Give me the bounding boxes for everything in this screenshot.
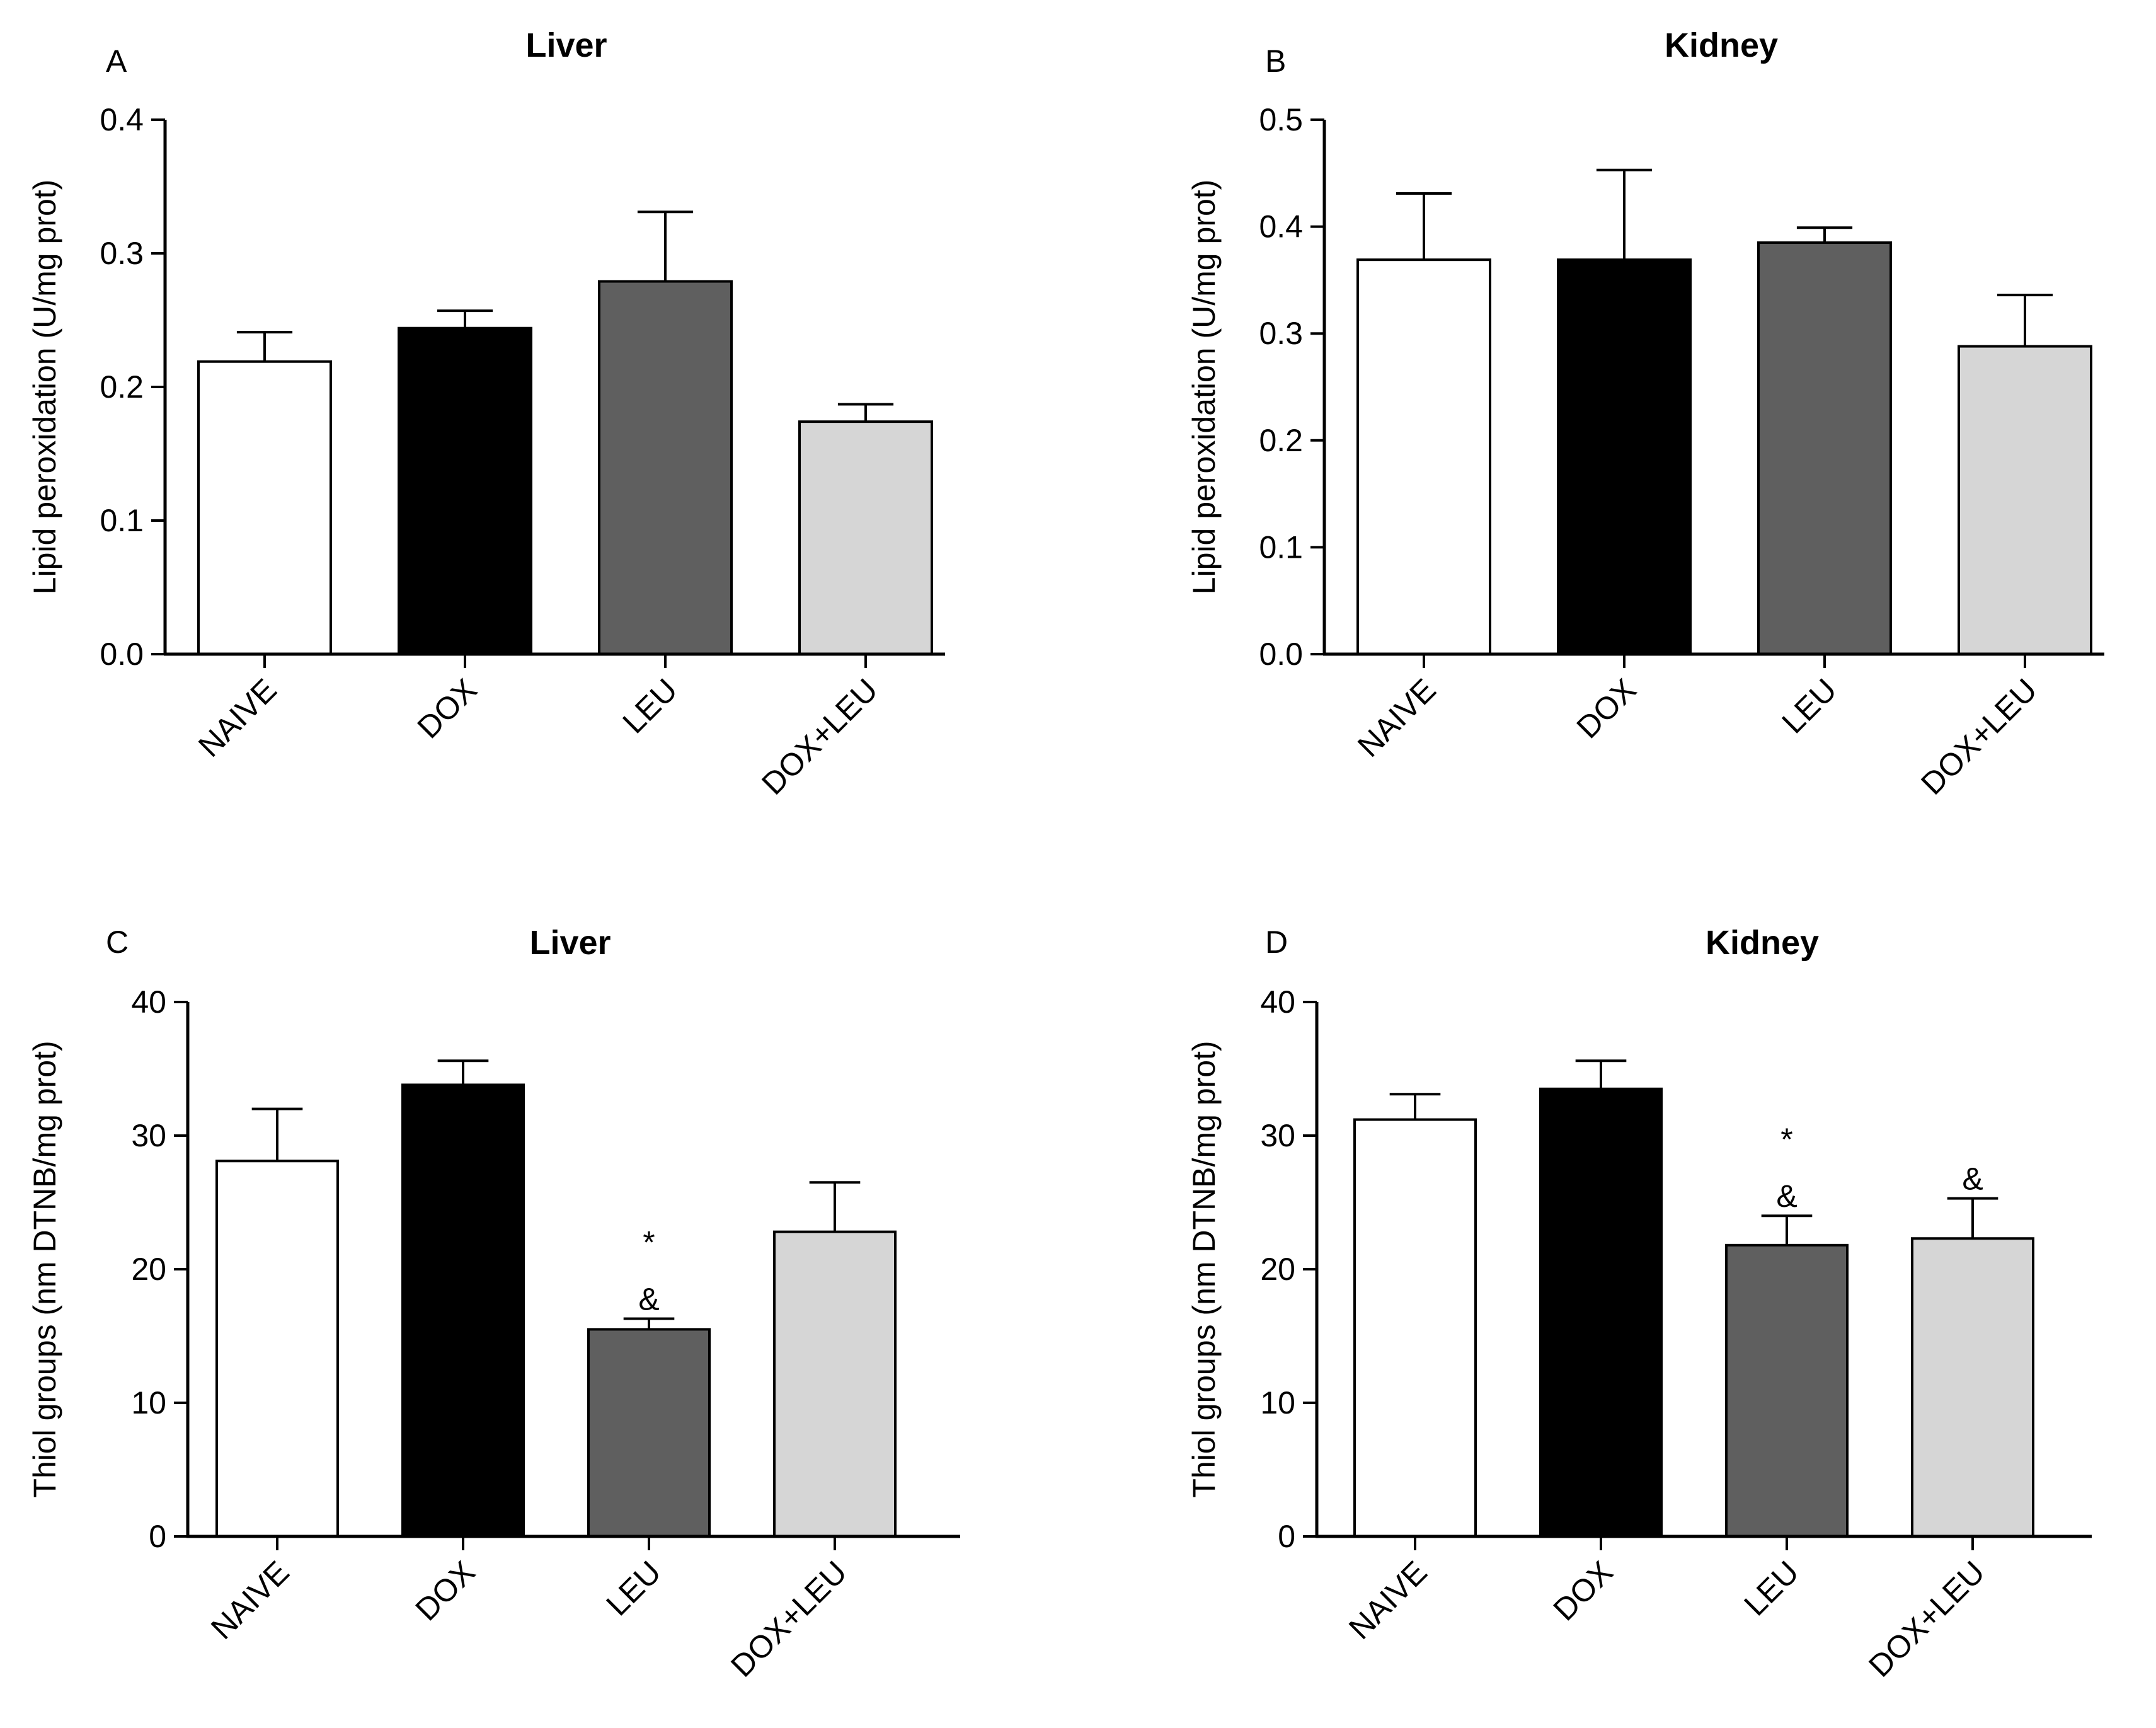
x-tick-label: DOX+LEU — [1862, 1554, 1992, 1684]
x-tick-label: DOX+LEU — [1914, 672, 2044, 802]
y-tick-label: 0.4 — [100, 102, 144, 137]
bar-naive — [215, 1160, 339, 1538]
y-tick-label: 0 — [149, 1519, 166, 1554]
chart-panel-c: C Liver Thiol groups (nm DTNB/mg prot) NAIV… — [27, 924, 960, 1684]
y-tick-label: 10 — [131, 1385, 166, 1420]
bar-leu — [1725, 1243, 1849, 1538]
bar-dox-leu — [1958, 345, 2092, 655]
y-axis-label: Thiol groups (nm DTNB/mg prot) — [1186, 1040, 1222, 1497]
significance-ampersand: & — [1962, 1161, 1983, 1197]
bar-naive — [1353, 1118, 1477, 1538]
bar-dox-leu — [798, 420, 933, 655]
significance-asterisk: * — [643, 1224, 655, 1260]
bar-dox-leu — [1911, 1237, 2034, 1538]
x-tick-label: LEU — [1737, 1554, 1805, 1622]
y-axis-label: Thiol groups (nm DTNB/mg prot) — [27, 1040, 62, 1497]
chart-panel-a: A Liver Lipid peroxidation (U/mg prot) NAIV… — [27, 26, 945, 802]
y-tick-label: 30 — [131, 1118, 166, 1153]
y-tick-label: 0.3 — [100, 236, 144, 271]
panel-letter: D — [1265, 924, 1288, 960]
chart-title: Kidney — [1665, 26, 1778, 64]
x-tick-label: DOX — [409, 1554, 482, 1627]
bar-naive — [197, 360, 332, 655]
x-tick-label: NAIVE — [1351, 672, 1443, 764]
x-tick-label: NAIVE — [204, 1554, 296, 1646]
significance-ampersand: & — [638, 1281, 659, 1316]
y-tick-label: 0 — [1278, 1519, 1295, 1554]
bar-dox — [1557, 258, 1692, 655]
bar-dox — [398, 326, 532, 655]
y-tick-label: 10 — [1260, 1385, 1295, 1420]
x-tick-label: DOX — [411, 672, 484, 745]
x-tick-label: NAIVE — [192, 672, 284, 764]
y-tick-label: 0.0 — [100, 636, 144, 672]
bar-leu — [1757, 241, 1892, 656]
panel-letter: C — [106, 924, 129, 960]
x-tick-label: DOX+LEU — [724, 1554, 854, 1684]
bar-dox — [1539, 1087, 1663, 1538]
y-tick-label: 0.5 — [1259, 102, 1303, 137]
chart-title: Liver — [525, 26, 607, 64]
chart-title: Kidney — [1706, 924, 1819, 962]
y-axis-label: Lipid peroxidation (U/mg prot) — [1186, 180, 1222, 595]
y-tick-label: 0.2 — [100, 369, 144, 405]
y-tick-label: 40 — [1260, 984, 1295, 1020]
chart-panel-b: B Kidney Lipid peroxidation (U/mg prot) NAI… — [1186, 26, 2104, 802]
y-tick-label: 40 — [131, 984, 166, 1020]
chart-panel-d: D Kidney Thiol groups (nm DTNB/mg prot) NAI… — [1186, 924, 2092, 1684]
y-tick-label: 20 — [131, 1252, 166, 1287]
x-tick-label: NAIVE — [1342, 1554, 1434, 1646]
x-tick-label: DOX — [1547, 1554, 1620, 1627]
y-tick-label: 30 — [1260, 1118, 1295, 1153]
x-tick-label: LEU — [616, 672, 684, 740]
x-tick-label: DOX+LEU — [755, 672, 885, 802]
y-tick-label: 0.1 — [100, 503, 144, 538]
bar-dox — [401, 1083, 525, 1538]
bar-dox-leu — [773, 1230, 897, 1538]
y-tick-label: 0.3 — [1259, 316, 1303, 351]
significance-ampersand: & — [1776, 1178, 1797, 1214]
x-tick-label: LEU — [1775, 672, 1843, 740]
x-tick-label: DOX — [1570, 672, 1643, 745]
y-tick-label: 0.2 — [1259, 423, 1303, 458]
bar-leu — [598, 280, 733, 655]
chart-title: Liver — [529, 924, 611, 962]
y-tick-label: 0.1 — [1259, 529, 1303, 565]
significance-asterisk: * — [1780, 1122, 1792, 1157]
y-tick-label: 0.4 — [1259, 209, 1303, 245]
panel-letter: B — [1265, 43, 1286, 79]
y-tick-label: 0.0 — [1259, 636, 1303, 672]
x-tick-label: LEU — [599, 1554, 667, 1622]
panel-letter: A — [106, 43, 127, 79]
y-axis-label: Lipid peroxidation (U/mg prot) — [27, 180, 62, 595]
y-tick-label: 20 — [1260, 1252, 1295, 1287]
bar-leu — [587, 1328, 711, 1538]
bar-naive — [1356, 258, 1491, 655]
